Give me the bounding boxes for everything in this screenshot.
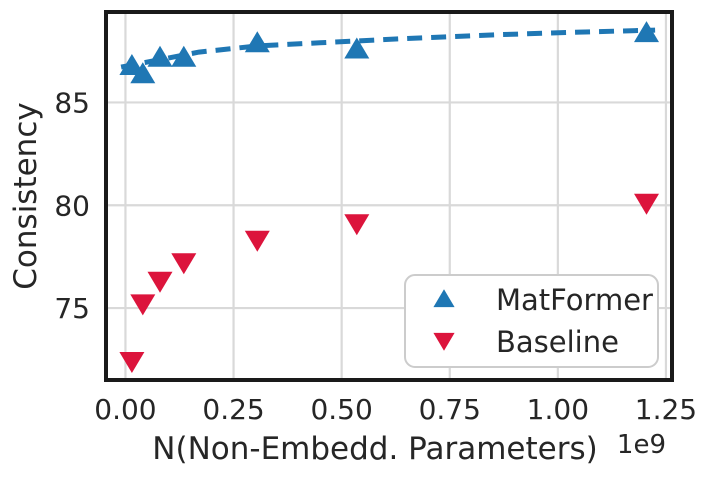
x-tick-label: 0.50 xyxy=(310,393,372,426)
legend-marker-baseline xyxy=(433,332,455,351)
x-axis-label: N(Non-Embedd. Parameters) xyxy=(152,431,597,467)
legend-marker-matformer xyxy=(433,289,455,308)
legend-label-baseline: Baseline xyxy=(496,325,619,359)
y-axis-label: Consistency xyxy=(8,102,44,289)
y-tick-label: 85 xyxy=(54,86,90,119)
legend-label-matformer: MatFormer xyxy=(496,283,653,317)
matformer-marker xyxy=(244,31,270,53)
baseline-marker xyxy=(634,193,659,215)
baseline-marker xyxy=(147,271,173,293)
legend-box xyxy=(404,274,659,368)
matformer-marker xyxy=(130,62,156,84)
matformer-marker xyxy=(634,21,659,43)
matformer-marker xyxy=(171,45,197,67)
matformer-marker xyxy=(119,54,145,75)
matformer-marker xyxy=(344,37,370,59)
y-tick-label: 80 xyxy=(54,189,90,222)
baseline-marker xyxy=(344,214,370,236)
x-tick-label: 0.25 xyxy=(202,393,264,426)
baseline-marker xyxy=(244,230,270,252)
y-tick-label: 75 xyxy=(54,292,90,325)
x-tick-label: 1.00 xyxy=(527,393,589,426)
baseline-marker xyxy=(130,294,156,316)
baseline-marker xyxy=(171,253,197,275)
x-tick-label: 0.75 xyxy=(419,393,481,426)
axes-frame xyxy=(104,10,674,382)
matformer-marker xyxy=(147,45,173,67)
x-tick-label: 0.00 xyxy=(94,393,156,426)
baseline-marker xyxy=(119,352,145,373)
x-tick-label: 1.25 xyxy=(635,393,697,426)
x-axis-offset-label: 1e9 xyxy=(617,430,666,460)
trend-line xyxy=(120,27,656,70)
